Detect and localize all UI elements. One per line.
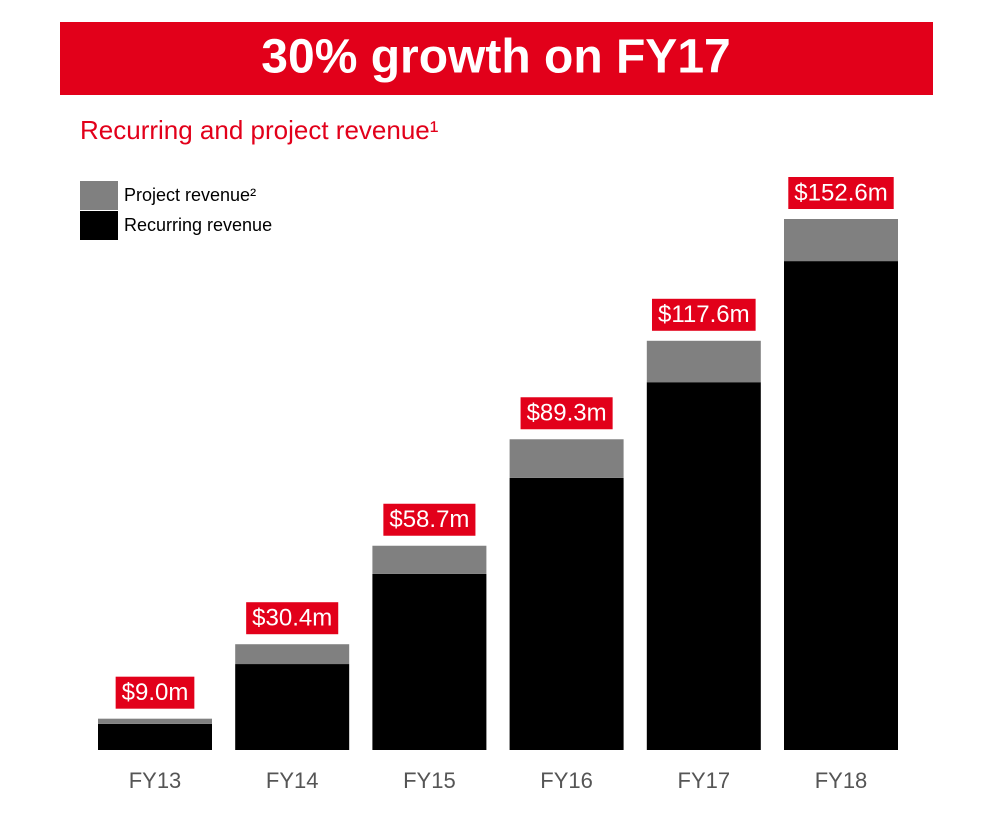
bar-segment xyxy=(372,573,487,750)
x-tick-label: FY16 xyxy=(540,768,593,793)
bar-segment xyxy=(509,477,624,750)
total-label-box xyxy=(651,298,756,331)
total-label: $9.0m xyxy=(122,679,189,706)
legend-swatch xyxy=(80,181,118,210)
title-banner xyxy=(60,22,933,95)
x-tick-label: FY15 xyxy=(403,768,456,793)
x-tick-label: FY14 xyxy=(266,768,319,793)
bar-segment xyxy=(372,545,487,574)
total-label-box xyxy=(520,397,613,430)
total-label: $30.4m xyxy=(252,605,332,632)
legend-label: Recurring revenue xyxy=(124,215,272,235)
total-label-box xyxy=(246,602,339,635)
bar-segment xyxy=(98,723,212,750)
bar-segment xyxy=(646,382,761,750)
total-label-box xyxy=(383,503,476,536)
bar-segment xyxy=(235,664,350,750)
bar-segment xyxy=(509,439,624,478)
x-tick-label: FY17 xyxy=(678,768,731,793)
bar-segment xyxy=(784,219,898,262)
x-tick-label: FY18 xyxy=(815,768,868,793)
total-label: $152.6m xyxy=(794,179,887,206)
total-label: $117.6m xyxy=(658,301,750,328)
chart-title: 30% growth on FY17 xyxy=(261,31,730,84)
legend-swatch xyxy=(80,211,118,240)
legend-label: Project revenue² xyxy=(124,185,256,205)
total-label-box xyxy=(788,177,894,209)
x-tick-label: FY13 xyxy=(129,768,182,793)
total-label-box xyxy=(115,676,195,709)
bar-segment xyxy=(646,340,761,383)
bar-segment xyxy=(784,261,898,750)
total-label: $58.7m xyxy=(389,506,469,533)
bar-segment xyxy=(98,718,212,724)
bar-segment xyxy=(235,644,350,665)
chart-subtitle: Recurring and project revenue¹ xyxy=(80,115,439,145)
total-label: $89.3m xyxy=(527,400,607,427)
